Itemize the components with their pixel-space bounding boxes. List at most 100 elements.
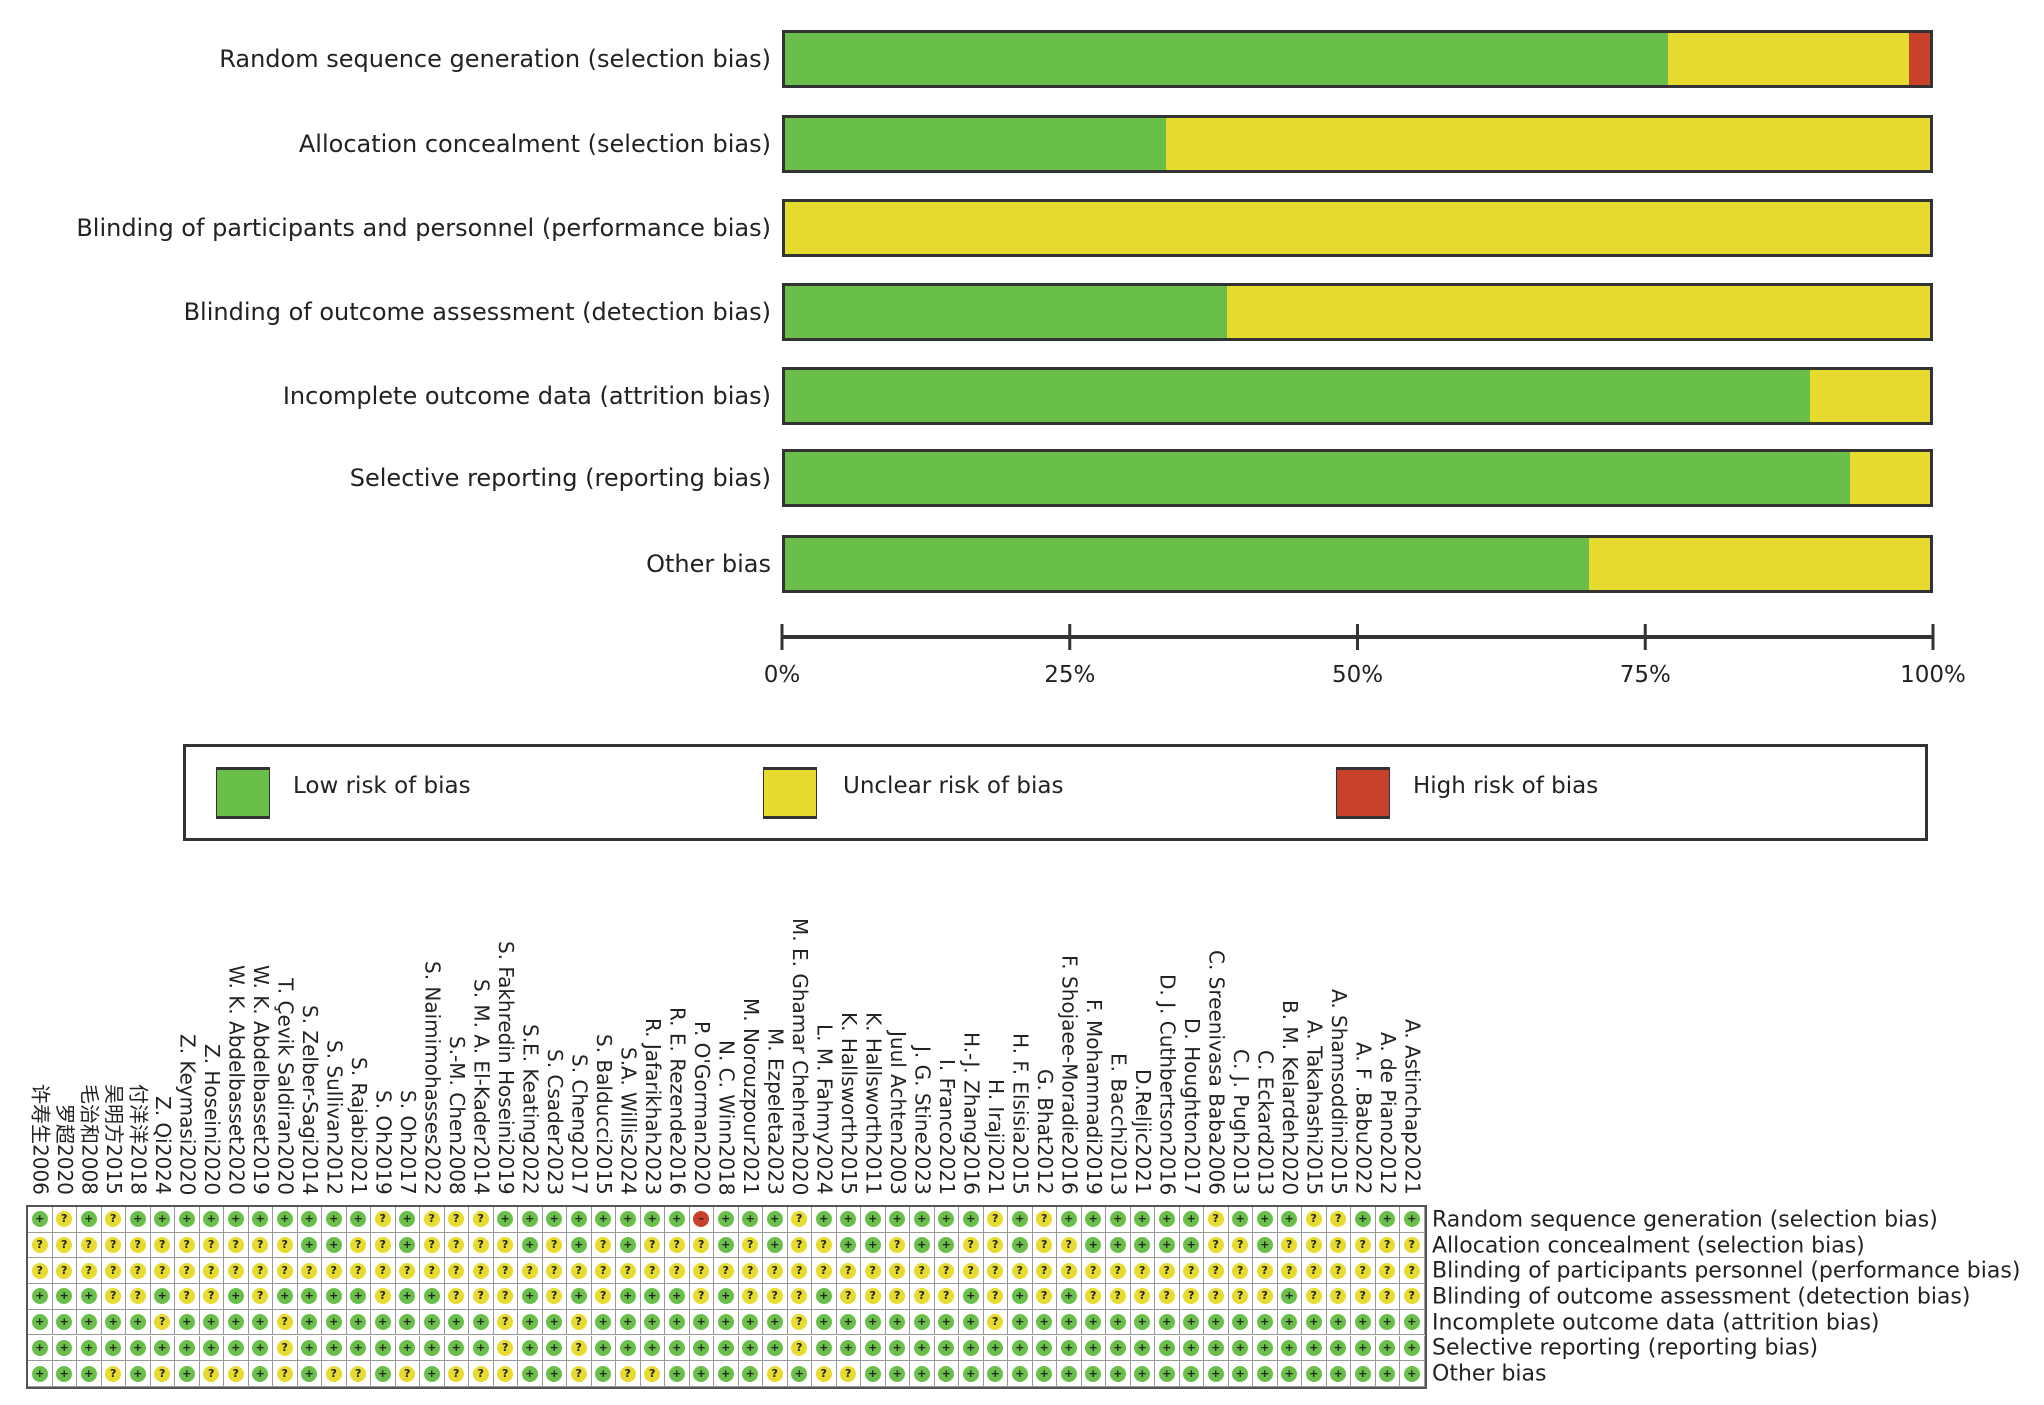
- judgement-low-icon: +: [325, 1288, 342, 1305]
- study-label: C. Sreenivasa Baba2006: [1204, 950, 1229, 1195]
- grid-cell: +: [248, 1361, 273, 1387]
- grid-cell: +: [322, 1335, 347, 1362]
- grid-cell: +: [77, 1284, 102, 1310]
- grid-cell: ?: [763, 1361, 788, 1387]
- judgement-unclear-icon: ?: [1036, 1237, 1053, 1254]
- judgement-low-icon: +: [840, 1339, 857, 1356]
- judgement-low-icon: +: [399, 1288, 416, 1305]
- judgement-low-icon: +: [1085, 1314, 1102, 1331]
- judgement-unclear-icon: ?: [1207, 1288, 1224, 1305]
- grid-cell: ?: [1204, 1207, 1229, 1233]
- judgement-unclear-icon: ?: [1158, 1288, 1175, 1305]
- grid-cell: +: [420, 1284, 445, 1310]
- grid-cell: ?: [616, 1361, 641, 1387]
- judgement-low-icon: +: [1183, 1211, 1200, 1228]
- stacked-bar: [782, 449, 1933, 507]
- judgement-unclear-icon: ?: [1207, 1237, 1224, 1254]
- judgement-low-icon: +: [864, 1237, 881, 1254]
- judgement-low-icon: +: [570, 1237, 587, 1254]
- grid-cell: +: [1155, 1207, 1180, 1233]
- judgement-unclear-icon: ?: [546, 1262, 563, 1279]
- grid-cell: +: [1155, 1232, 1180, 1259]
- study-label: C. Eckard2013: [1253, 1049, 1278, 1195]
- grid-cell: ?: [910, 1284, 935, 1310]
- grid-cell: +: [297, 1309, 322, 1336]
- grid-cell: +: [518, 1361, 543, 1387]
- judgement-unclear-icon: ?: [1330, 1237, 1347, 1254]
- judgement-low-icon: +: [546, 1365, 563, 1382]
- grid-cell: ?: [591, 1258, 616, 1285]
- judgement-low-icon: +: [668, 1339, 685, 1356]
- judgement-unclear-icon: ?: [105, 1288, 122, 1305]
- judgement-unclear-icon: ?: [1281, 1237, 1298, 1254]
- judgement-unclear-icon: ?: [497, 1262, 514, 1279]
- grid-cell: +: [714, 1309, 739, 1336]
- grid-cell: +: [1081, 1207, 1106, 1233]
- grid-domain-label: Random sequence generation (selection bi…: [1432, 1207, 1938, 1233]
- judgement-low-icon: +: [301, 1237, 318, 1254]
- judgement-low-icon: +: [178, 1365, 195, 1382]
- judgement-low-icon: +: [864, 1365, 881, 1382]
- grid-cell: +: [983, 1361, 1008, 1387]
- judgement-low-icon: +: [80, 1211, 97, 1228]
- grid-cell: ?: [689, 1284, 714, 1310]
- study-label: Z. Hoseini2020: [199, 1043, 224, 1195]
- judgement-low-icon: +: [154, 1339, 171, 1356]
- study-label: S. Cheng2017: [567, 1054, 592, 1195]
- grid-cell: +: [395, 1284, 420, 1310]
- grid-cell: +: [175, 1335, 200, 1362]
- grid-cell: +: [469, 1309, 494, 1336]
- judgement-unclear-icon: ?: [56, 1211, 73, 1228]
- study-label: L. M. Fahmy2024: [812, 1024, 837, 1195]
- judgement-low-icon: +: [864, 1339, 881, 1356]
- grid-cell: +: [199, 1309, 224, 1336]
- judgement-unclear-icon: ?: [1305, 1211, 1322, 1228]
- grid-cell: ?: [885, 1258, 910, 1285]
- grid-cell: ?: [101, 1207, 126, 1233]
- grid-cell: +: [1130, 1361, 1155, 1387]
- grid-cell: ?: [1057, 1258, 1082, 1285]
- grid-cell: +: [101, 1335, 126, 1362]
- study-label: 许寿生2006: [28, 1084, 53, 1195]
- study-label: S.E. Keating2022: [518, 1024, 543, 1195]
- judgement-unclear-icon: ?: [889, 1237, 906, 1254]
- grid-cell: +: [248, 1207, 273, 1233]
- judgement-low-icon: +: [252, 1339, 269, 1356]
- study-label: R. Jafarikhah2023: [640, 1017, 665, 1195]
- tick-label: 100%: [1900, 662, 1966, 688]
- judgement-unclear-icon: ?: [472, 1237, 489, 1254]
- judgement-low-icon: +: [1403, 1339, 1420, 1356]
- grid-cell: ?: [1204, 1232, 1229, 1259]
- judgement-unclear-icon: ?: [1207, 1262, 1224, 1279]
- grid-cell: ?: [1326, 1232, 1351, 1259]
- judgement-low-icon: +: [668, 1314, 685, 1331]
- grid-cell: +: [1179, 1232, 1204, 1259]
- judgement-unclear-icon: ?: [1305, 1237, 1322, 1254]
- grid-cell: ?: [763, 1258, 788, 1285]
- judgement-unclear-icon: ?: [497, 1237, 514, 1254]
- judgement-unclear-icon: ?: [1232, 1262, 1249, 1279]
- judgement-unclear-icon: ?: [374, 1288, 391, 1305]
- study-label: D.Reljic2021: [1130, 1069, 1155, 1195]
- grid-cell: +: [395, 1309, 420, 1336]
- grid-cell: ?: [787, 1207, 812, 1233]
- judgement-low-icon: +: [962, 1339, 979, 1356]
- judgement-low-icon: +: [742, 1314, 759, 1331]
- judgement-low-icon: +: [668, 1211, 685, 1228]
- grid-cell: +: [150, 1207, 175, 1233]
- grid-cell: ?: [199, 1232, 224, 1259]
- judgement-low-icon: +: [521, 1365, 538, 1382]
- study-label: S. Fakhredin Hoseini2019: [493, 941, 518, 1195]
- judgement-low-icon: +: [1134, 1211, 1151, 1228]
- grid-cell: +: [199, 1207, 224, 1233]
- grid-cell: +: [542, 1335, 567, 1362]
- grid-cell: +: [371, 1335, 396, 1362]
- grid-cell: +: [322, 1207, 347, 1233]
- judgement-low-icon: +: [521, 1339, 538, 1356]
- judgement-low-icon: +: [693, 1339, 710, 1356]
- judgement-low-icon: +: [1158, 1211, 1175, 1228]
- grid-cell: ?: [150, 1258, 175, 1285]
- judgement-low-icon: +: [1158, 1237, 1175, 1254]
- grid-cell: ?: [885, 1284, 910, 1310]
- judgement-unclear-icon: ?: [325, 1262, 342, 1279]
